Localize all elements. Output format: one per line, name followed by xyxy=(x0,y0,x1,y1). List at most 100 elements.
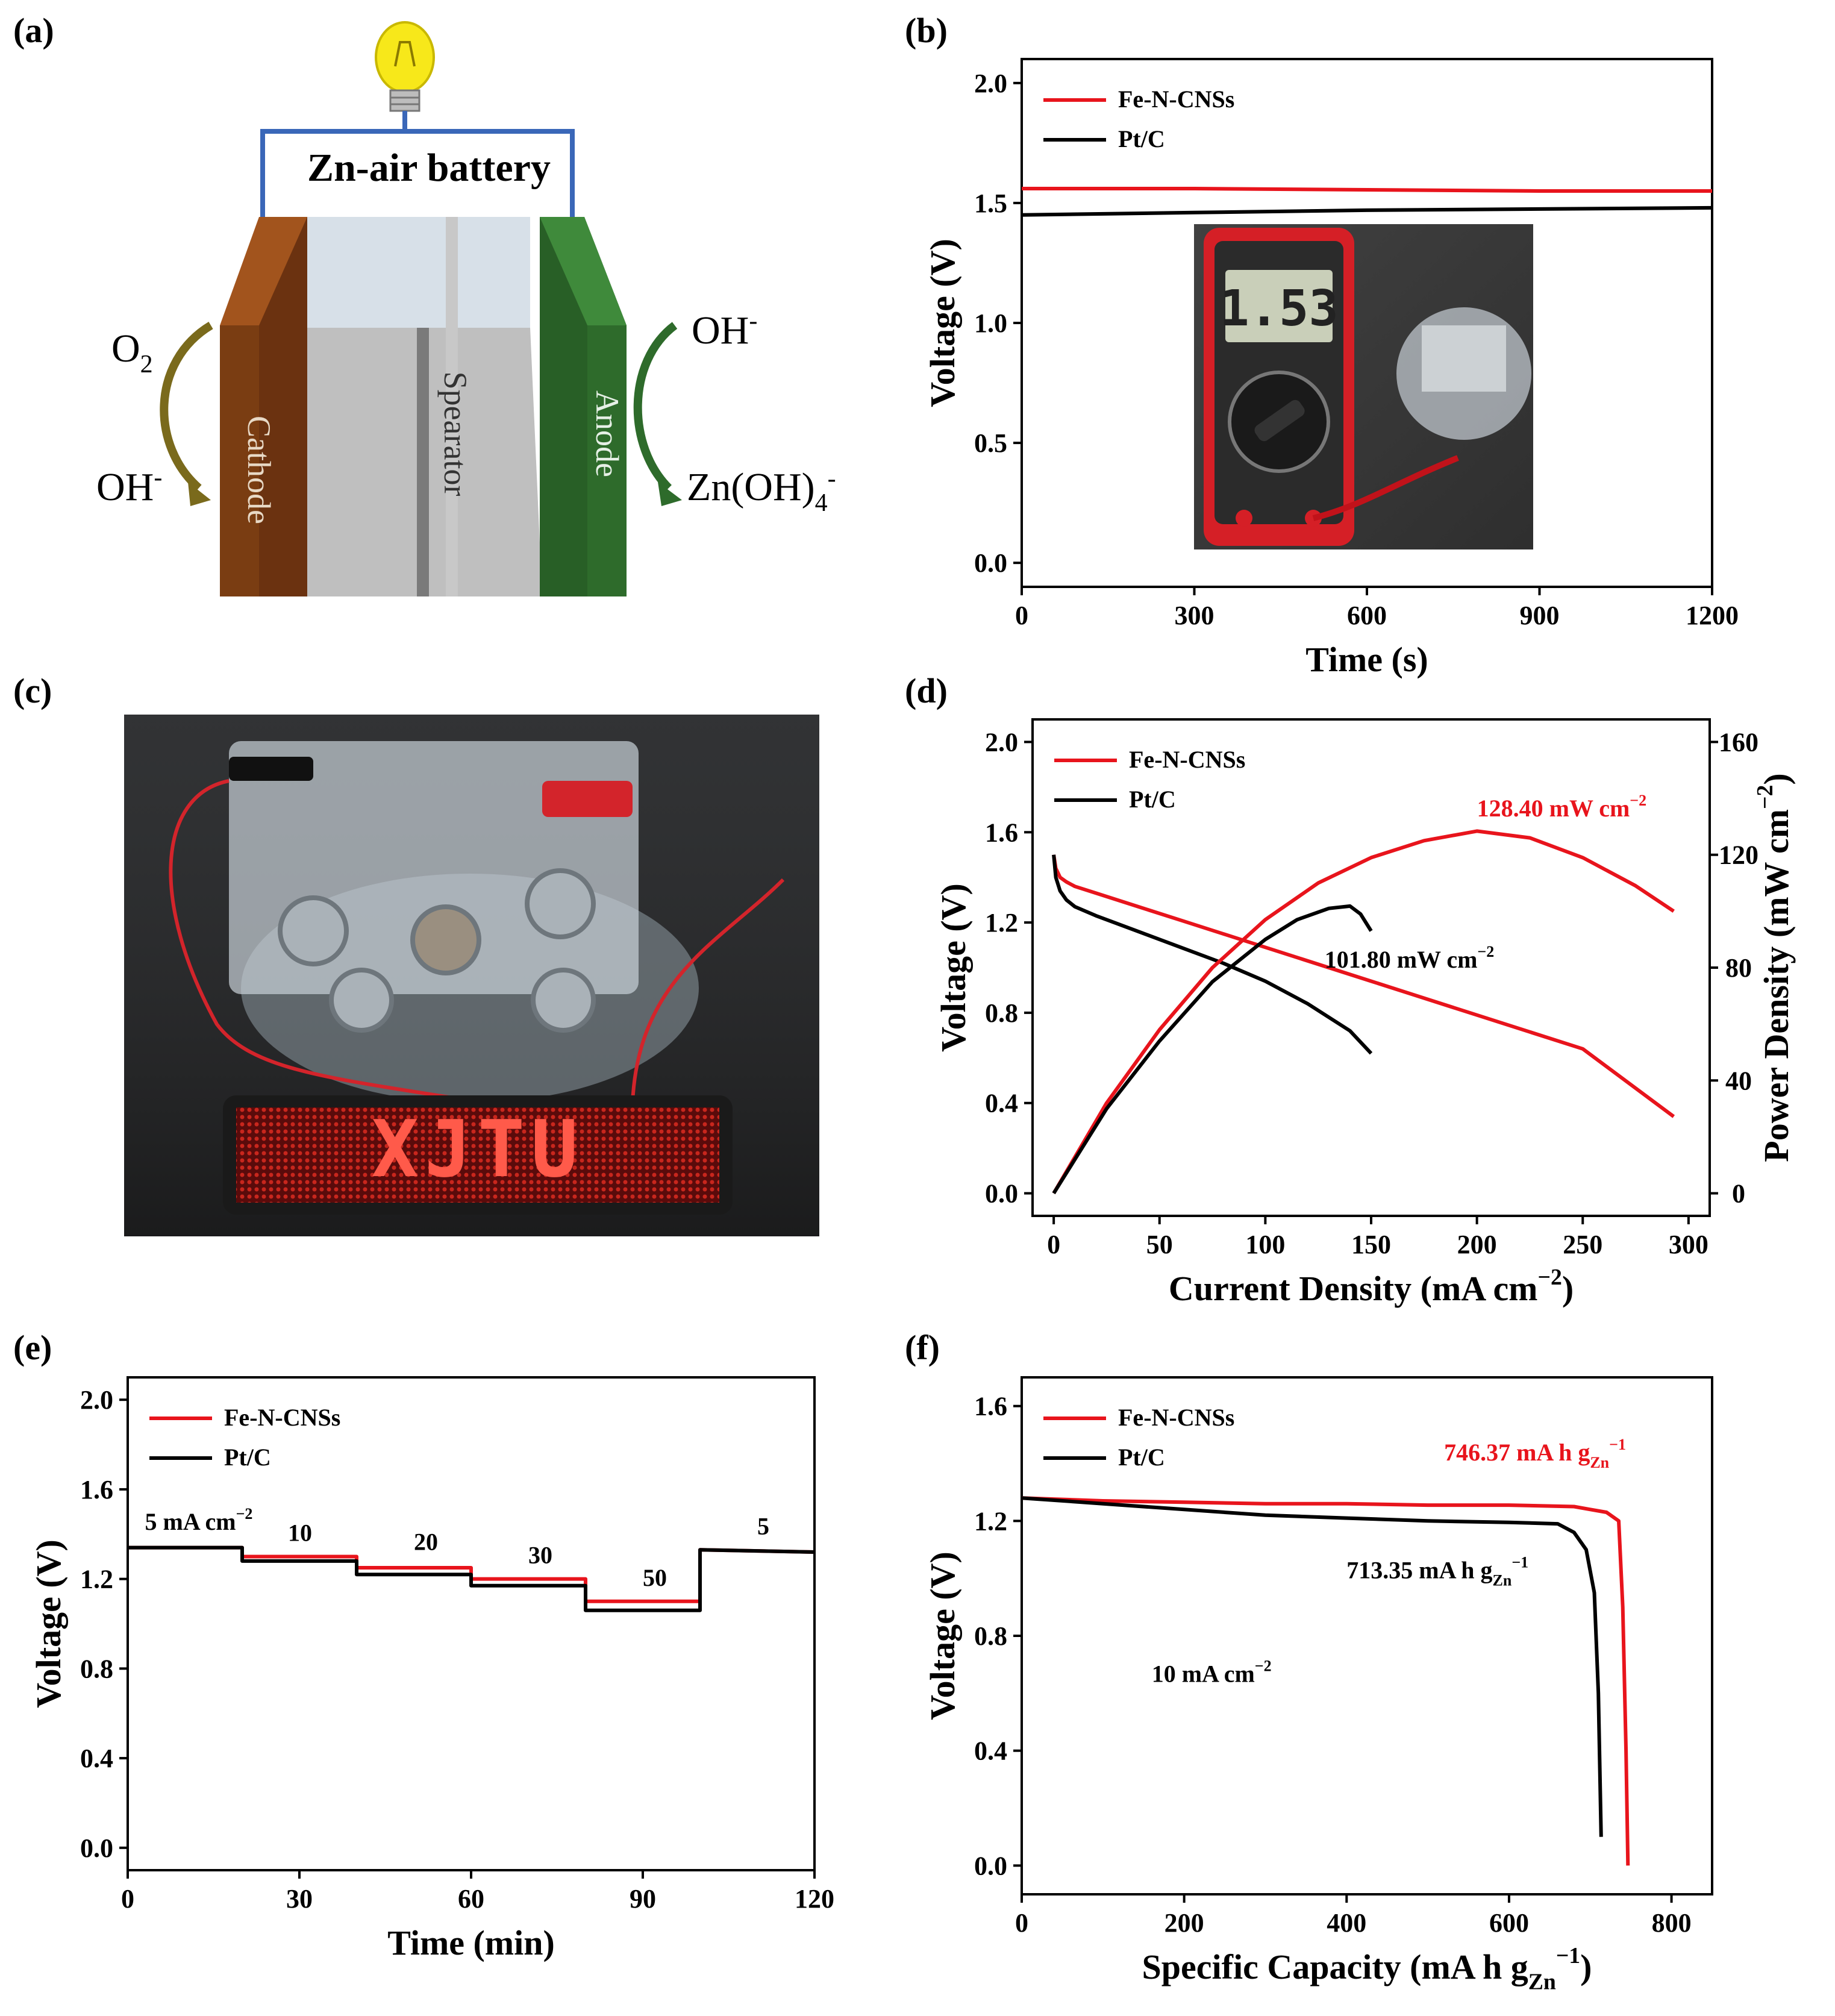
x-tick-label: 120 xyxy=(795,1884,834,1914)
annotation-label: 128.40 mW cm−2 xyxy=(1477,792,1647,822)
legend-entry: Pt/C xyxy=(224,1444,271,1471)
x-tick-label: 200 xyxy=(1164,1908,1204,1938)
znoh-label: Zn(OH) xyxy=(687,465,815,509)
y-tick-label: 2.0 xyxy=(985,727,1018,757)
meter-reading: 1.53 xyxy=(1219,280,1338,337)
x-tick-label: 250 xyxy=(1563,1230,1602,1259)
panel-d: (d) 0 50 100 150 200 250 300 0.0 0.4 0.8 1.2 1.6 2.0… xyxy=(905,671,1796,1308)
oh-left-label: OH xyxy=(96,465,154,509)
y-axis-title: Voltage (V) xyxy=(29,1539,68,1708)
y-tick-label: 1.2 xyxy=(974,1506,1007,1536)
x-tick-label: 300 xyxy=(1669,1230,1708,1259)
annotation-label: 713.35 mA h gZn−1 xyxy=(1346,1554,1528,1589)
led-demo-photo: XJTU xyxy=(124,715,819,1236)
circuit-wire xyxy=(260,111,575,264)
x-tick-label: 30 xyxy=(286,1884,313,1914)
x-tick-label: 300 xyxy=(1175,601,1214,630)
legend-entry: Fe-N-CNSs xyxy=(224,1404,340,1431)
y-axis-title: Voltage (V) xyxy=(923,239,962,407)
x-tick-label: 900 xyxy=(1520,601,1560,630)
x-tick-label: 0 xyxy=(121,1884,134,1914)
y-tick-label: 0.4 xyxy=(974,1736,1007,1766)
x-axis-title: Time (min) xyxy=(387,1923,555,1962)
x-axis-title: Time (s) xyxy=(1305,640,1428,679)
x-tick-label: 400 xyxy=(1327,1908,1366,1938)
x-tick-label: 100 xyxy=(1245,1230,1285,1259)
legend-entry: Pt/C xyxy=(1118,125,1165,152)
legend-entry: Fe-N-CNSs xyxy=(1118,86,1234,113)
series-line xyxy=(1022,187,1712,193)
y-tick-label: 0.5 xyxy=(974,428,1007,458)
svg-text:OH-: OH- xyxy=(96,464,162,509)
series-line xyxy=(1052,829,1675,1195)
cathode-label: Cathode xyxy=(241,416,277,524)
chart-b: 0 300 600 900 1200 0.0 0.5 1.0 1.5 2.0 Time (s) Vol… xyxy=(923,58,1739,679)
x-tick-label: 90 xyxy=(630,1884,656,1914)
y-tick-label: 1.6 xyxy=(974,1392,1007,1421)
znoh-subscript: 4 xyxy=(815,489,828,517)
y-axis-title: Voltage (V) xyxy=(934,883,973,1052)
led-text: XJTU xyxy=(371,1103,584,1195)
panel-a: (a) Zn-air battery xyxy=(13,11,836,596)
annotation-label: 20 xyxy=(414,1528,438,1555)
separator-label: Spearator xyxy=(437,372,474,496)
legend-entry: Pt/C xyxy=(1129,786,1176,813)
y-tick-label: 0.4 xyxy=(80,1744,113,1773)
oh-right-superscript: - xyxy=(749,307,757,335)
y-tick-label: 0.0 xyxy=(80,1833,113,1863)
panel-f: (f) 0 200 400 600 800 0.0 0.4 0.8 1.2 1.6 Specific… xyxy=(905,1328,1713,1995)
meter-display xyxy=(1225,270,1333,342)
svg-text:Zn(OH)4-: Zn(OH)4- xyxy=(687,465,836,517)
annotation-label: 101.80 mW cm−2 xyxy=(1325,943,1495,973)
y-tick-label: 1.2 xyxy=(985,908,1018,938)
annotation-label: 5 xyxy=(757,1512,769,1539)
x-tick-label: 600 xyxy=(1489,1908,1529,1938)
y-tick-label: 0.8 xyxy=(80,1654,113,1683)
series-line xyxy=(1021,205,1713,217)
o2-label: O xyxy=(111,327,140,371)
y-tick-label: 1.6 xyxy=(80,1475,113,1504)
x-tick-label: 200 xyxy=(1457,1230,1497,1259)
annotation-label: 30 xyxy=(528,1542,552,1569)
panel-c: (c) XJTU xyxy=(13,671,819,1236)
y2-tick-label: 40 xyxy=(1725,1066,1752,1095)
x-axis-title: Specific Capacity (mA h gZn−1) xyxy=(1142,1943,1592,1995)
multimeter-photo: 1.53 xyxy=(1194,224,1533,549)
y-tick-label: 2.0 xyxy=(974,69,1007,98)
y-tick-label: 1.2 xyxy=(80,1565,113,1594)
svg-text:O2: O2 xyxy=(111,327,153,378)
y-tick-label: 2.0 xyxy=(80,1385,113,1415)
panel-a-label: (a) xyxy=(13,11,54,50)
panel-b-label: (b) xyxy=(905,11,948,50)
panel-d-label: (d) xyxy=(905,671,948,710)
y-tick-label: 0.0 xyxy=(974,1851,1007,1880)
panel-e: (e) 0 30 60 90 120 0.0 0.4 0.8 1.2 1.6 2.0 Time (mi… xyxy=(13,1328,834,1962)
annotation-label: 10 mA cm−2 xyxy=(1152,1657,1272,1687)
legend-entry: Pt/C xyxy=(1118,1444,1165,1471)
y-tick-label: 1.5 xyxy=(974,189,1007,218)
legend-entry: Fe-N-CNSs xyxy=(1129,746,1245,773)
svg-text:OH-: OH- xyxy=(692,307,757,352)
y-tick-label: 1.0 xyxy=(974,308,1007,338)
znoh-superscript: - xyxy=(828,465,836,493)
annotation-label: 50 xyxy=(643,1564,667,1591)
x-tick-label: 0 xyxy=(1015,601,1028,630)
y-tick-label: 0.8 xyxy=(985,998,1018,1028)
oh-left-superscript: - xyxy=(154,464,162,492)
battery-label: Zn-air battery xyxy=(307,146,551,190)
light-bulb-icon xyxy=(375,21,435,112)
y-tick-label: 0.8 xyxy=(974,1621,1007,1651)
annotation-label: 746.37 mA h gZn−1 xyxy=(1444,1436,1626,1471)
series-line xyxy=(1052,904,1373,1195)
annotation-label: 10 xyxy=(288,1519,312,1546)
panel-c-label: (c) xyxy=(13,671,52,710)
y2-axis-title: Power Density (mW cm−2) xyxy=(1752,773,1796,1162)
panel-e-label: (e) xyxy=(13,1328,52,1367)
y2-tick-label: 120 xyxy=(1719,841,1758,870)
x-tick-label: 600 xyxy=(1347,601,1387,630)
x-tick-label: 1200 xyxy=(1686,601,1739,630)
x-tick-label: 0 xyxy=(1015,1908,1028,1938)
chart-e: 0 30 60 90 120 0.0 0.4 0.8 1.2 1.6 2.0 Time (min) Vo… xyxy=(29,1376,834,1962)
series-line xyxy=(1021,1496,1603,1837)
